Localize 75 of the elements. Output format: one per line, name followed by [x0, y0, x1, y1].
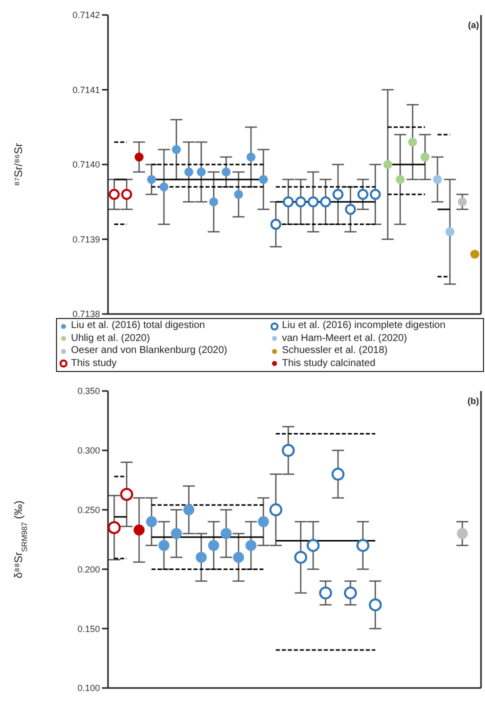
y-tick-label: 0.150	[77, 624, 100, 634]
point	[294, 550, 308, 564]
point	[120, 488, 134, 501]
point	[234, 190, 244, 199]
point	[445, 227, 454, 236]
point	[258, 516, 269, 528]
annotation: (a)	[468, 20, 479, 30]
y-axis-title: ⁸⁷Sr/⁸⁶Sr	[13, 142, 25, 186]
point	[159, 182, 168, 192]
y-tick-label: 0.7141	[72, 84, 100, 95]
point	[332, 188, 344, 200]
point	[282, 444, 295, 457]
point	[146, 516, 158, 528]
point	[158, 540, 170, 551]
point	[383, 160, 392, 169]
point	[220, 528, 232, 540]
point	[368, 598, 382, 612]
point	[432, 174, 442, 184]
point	[258, 174, 268, 184]
legend-label: Schuessler et al. (2018)	[282, 345, 388, 358]
point	[282, 196, 294, 208]
point	[396, 174, 405, 184]
point	[269, 503, 282, 516]
legend-label: Oeser and von Blankenburg (2020)	[71, 345, 228, 358]
y-tick-label: 0.200	[77, 564, 100, 574]
point	[332, 468, 345, 481]
y-tick-label: 0.100	[77, 683, 100, 694]
point	[270, 218, 282, 230]
point	[295, 196, 306, 208]
point	[108, 188, 120, 200]
point	[370, 188, 381, 200]
point	[172, 145, 181, 154]
point	[134, 152, 144, 162]
legend-label: This study calcinated	[282, 358, 376, 370]
point	[356, 538, 370, 552]
point	[121, 188, 132, 200]
y-tick-label: 0.7140	[72, 160, 100, 170]
point	[344, 586, 357, 600]
point	[108, 521, 121, 534]
point	[320, 196, 332, 208]
point	[209, 197, 218, 206]
point	[456, 528, 468, 540]
y-tick-label: 0.7138	[72, 309, 100, 320]
y-tick-label: 0.300	[77, 446, 100, 456]
point	[196, 167, 206, 176]
y-tick-label: 0.7139	[72, 234, 100, 244]
y-tick-label: 0.250	[77, 504, 100, 515]
point	[183, 504, 194, 516]
legend-label: This study	[71, 358, 117, 370]
point	[420, 152, 430, 162]
point	[208, 540, 220, 551]
point	[196, 552, 207, 563]
point	[344, 204, 356, 215]
point	[308, 196, 319, 208]
point	[246, 152, 256, 162]
legend-label: Liu et al. (2016) total digestion	[71, 320, 205, 332]
point	[170, 528, 182, 540]
point	[184, 167, 194, 176]
point	[134, 524, 145, 536]
legend-label: Uhlig et al. (2020)	[71, 332, 150, 345]
point	[357, 188, 368, 200]
point	[306, 538, 320, 552]
y-tick-label: 0.7142	[72, 10, 100, 20]
point	[319, 586, 332, 600]
point	[408, 138, 418, 147]
point	[470, 250, 480, 259]
legend-label: van Ham-Meert et al. (2020)	[282, 332, 408, 345]
point	[233, 552, 244, 563]
y-tick-label: 0.350	[77, 386, 100, 396]
annotation: (b)	[468, 396, 479, 406]
point	[458, 197, 467, 206]
point	[147, 174, 156, 184]
legend-label: Liu et al. (2016) incomplete digestion	[282, 320, 446, 332]
point	[245, 540, 256, 551]
point	[222, 167, 231, 176]
